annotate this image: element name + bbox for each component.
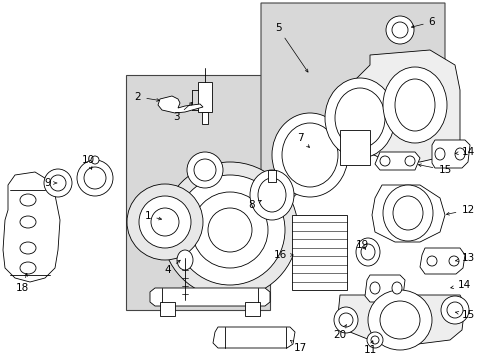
Text: 7: 7: [296, 133, 309, 148]
Text: 12: 12: [446, 205, 474, 215]
Polygon shape: [3, 172, 60, 282]
Text: 4: 4: [164, 260, 180, 275]
Text: 19: 19: [355, 240, 368, 250]
Polygon shape: [261, 3, 444, 200]
Ellipse shape: [151, 208, 179, 236]
Ellipse shape: [249, 170, 293, 220]
Polygon shape: [431, 140, 469, 168]
Polygon shape: [337, 295, 464, 345]
Text: 3: 3: [172, 102, 192, 122]
Ellipse shape: [84, 167, 106, 189]
Ellipse shape: [369, 282, 379, 294]
Ellipse shape: [20, 216, 36, 228]
Ellipse shape: [404, 156, 414, 166]
Ellipse shape: [366, 332, 382, 348]
Ellipse shape: [394, 79, 434, 131]
Text: 14: 14: [450, 280, 469, 290]
Text: 15: 15: [418, 164, 451, 175]
Polygon shape: [419, 248, 464, 274]
Ellipse shape: [325, 78, 394, 158]
Text: 9: 9: [44, 178, 57, 188]
Polygon shape: [364, 275, 404, 302]
Ellipse shape: [20, 242, 36, 254]
Text: 13: 13: [455, 253, 474, 263]
Ellipse shape: [177, 250, 193, 270]
Ellipse shape: [370, 336, 378, 344]
Ellipse shape: [334, 88, 384, 148]
Polygon shape: [374, 152, 419, 170]
Polygon shape: [150, 288, 269, 306]
Ellipse shape: [258, 178, 285, 212]
Bar: [202, 112, 207, 124]
Text: 16: 16: [273, 250, 293, 260]
Polygon shape: [158, 96, 203, 113]
Ellipse shape: [385, 16, 413, 44]
Polygon shape: [371, 185, 444, 242]
Ellipse shape: [333, 307, 357, 333]
Ellipse shape: [391, 22, 407, 38]
Text: 18: 18: [15, 273, 29, 293]
Ellipse shape: [426, 256, 436, 266]
Ellipse shape: [282, 123, 337, 187]
Ellipse shape: [207, 208, 251, 252]
Polygon shape: [126, 75, 269, 310]
Ellipse shape: [446, 302, 462, 318]
Polygon shape: [354, 50, 459, 162]
Text: 20: 20: [333, 325, 346, 340]
Bar: [267, 170, 275, 182]
Ellipse shape: [338, 313, 352, 327]
Text: 10: 10: [81, 155, 94, 169]
Text: 11: 11: [363, 341, 376, 355]
Ellipse shape: [194, 159, 216, 181]
Ellipse shape: [454, 148, 464, 160]
Ellipse shape: [77, 160, 113, 196]
Polygon shape: [244, 302, 260, 316]
Text: 2: 2: [134, 92, 159, 102]
Text: 6: 6: [410, 17, 434, 28]
Ellipse shape: [379, 156, 389, 166]
Ellipse shape: [379, 301, 419, 339]
Ellipse shape: [367, 290, 431, 350]
Ellipse shape: [186, 152, 223, 188]
Polygon shape: [213, 327, 294, 348]
Ellipse shape: [391, 282, 401, 294]
Text: 8: 8: [248, 200, 261, 210]
Ellipse shape: [271, 113, 347, 197]
Polygon shape: [160, 302, 175, 316]
Ellipse shape: [355, 238, 379, 266]
Ellipse shape: [20, 262, 36, 274]
Bar: [339, 130, 369, 165]
Ellipse shape: [360, 244, 374, 260]
Bar: [291, 215, 346, 290]
Ellipse shape: [175, 175, 285, 285]
Ellipse shape: [127, 184, 203, 260]
Ellipse shape: [382, 185, 432, 241]
Ellipse shape: [162, 162, 297, 298]
Text: 15: 15: [455, 310, 474, 320]
Ellipse shape: [44, 169, 72, 197]
Bar: [198, 82, 212, 112]
Ellipse shape: [192, 192, 267, 268]
Ellipse shape: [50, 175, 66, 191]
Ellipse shape: [448, 256, 458, 266]
Ellipse shape: [440, 296, 468, 324]
Ellipse shape: [434, 148, 444, 160]
Ellipse shape: [91, 156, 99, 164]
Text: 17: 17: [290, 340, 306, 353]
Ellipse shape: [392, 196, 422, 230]
Ellipse shape: [382, 67, 446, 143]
Ellipse shape: [20, 194, 36, 206]
Text: 1: 1: [144, 211, 161, 221]
Text: 14: 14: [454, 147, 474, 157]
Ellipse shape: [139, 196, 191, 248]
Text: 5: 5: [274, 23, 307, 72]
